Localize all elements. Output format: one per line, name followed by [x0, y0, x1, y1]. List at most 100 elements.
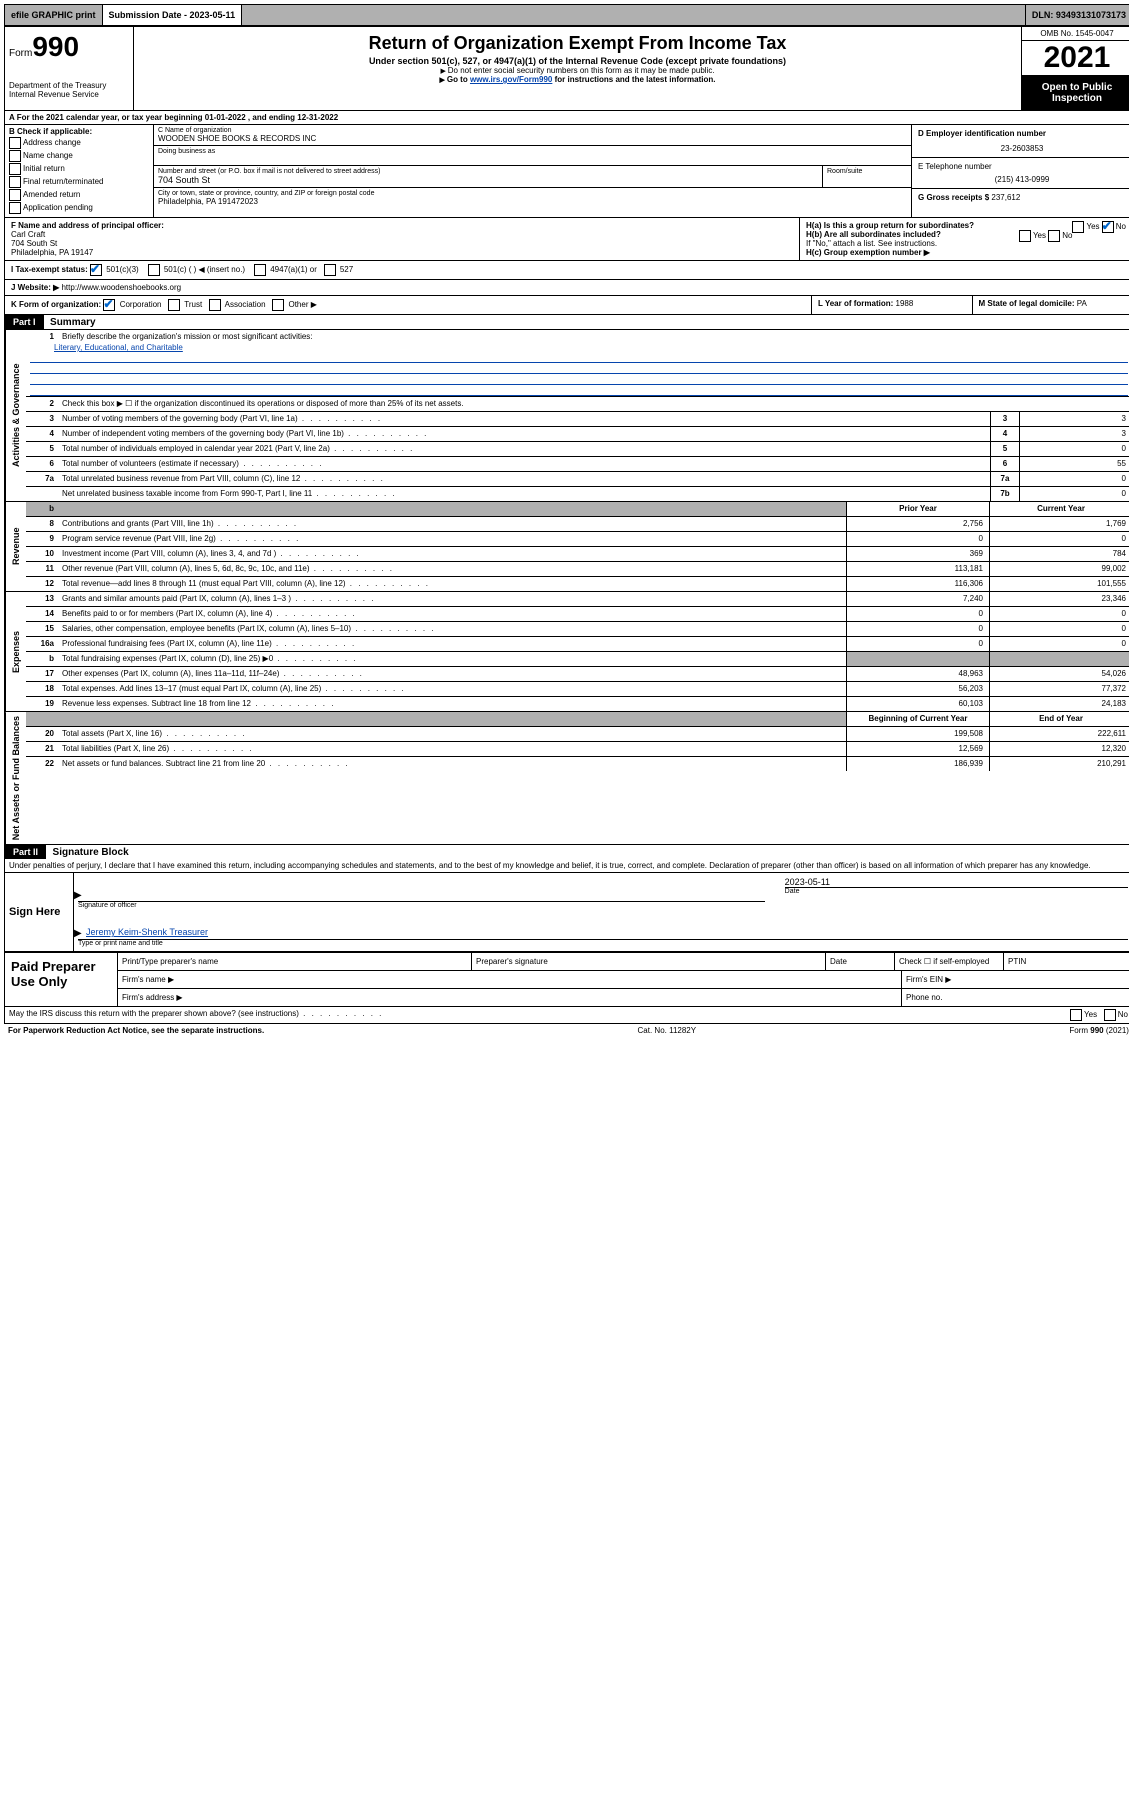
goto-pre: Go to — [447, 75, 470, 84]
hb-no-cb[interactable] — [1048, 230, 1060, 242]
curr-val: 23,346 — [989, 592, 1129, 606]
mission-line — [30, 374, 1128, 385]
curr-val: 77,372 — [989, 682, 1129, 696]
form-ref: Form 990 (2021) — [1069, 1026, 1129, 1035]
box-h: H(a) Is this a group return for subordin… — [800, 218, 1129, 260]
form-990: 990 — [32, 31, 79, 62]
line-text: Other expenses (Part IX, column (A), lin… — [58, 667, 846, 681]
line-val: 3 — [1019, 427, 1129, 441]
form-number: Form990 — [9, 31, 129, 63]
curr-val: 12,320 — [989, 742, 1129, 756]
k-assoc-cb[interactable] — [209, 299, 221, 311]
line-box: 4 — [990, 427, 1019, 441]
rev-section: Revenue b Prior Year Current Year 8 Cont… — [5, 502, 1129, 592]
omb-number: OMB No. 1545-0047 — [1022, 27, 1129, 41]
line-num: b — [26, 652, 58, 666]
i-label: I Tax-exempt status: — [11, 265, 88, 274]
discuss-yes-cb[interactable] — [1070, 1009, 1082, 1021]
prior-val: 369 — [846, 547, 989, 561]
curr-val: 0 — [989, 637, 1129, 651]
summary-line: 3 Number of voting members of the govern… — [26, 412, 1129, 427]
line-val: 0 — [1019, 442, 1129, 456]
k-corp-cb[interactable] — [103, 299, 115, 311]
check-self[interactable]: Check ☐ if self-employed — [895, 953, 1004, 970]
efile-label[interactable]: efile GRAPHIC print — [5, 5, 103, 25]
cb-final[interactable]: Final return/terminated — [9, 176, 149, 188]
paid-preparer: Paid Preparer Use Only Print/Type prepar… — [5, 952, 1129, 1006]
curr-val: 0 — [989, 532, 1129, 546]
sig-officer-line[interactable]: ▶ — [78, 879, 765, 902]
mission-line — [30, 352, 1128, 363]
vert-net: Net Assets or Fund Balances — [5, 712, 26, 844]
hb-yes-cb[interactable] — [1019, 230, 1031, 242]
org-name-row: C Name of organization WOODEN SHOE BOOKS… — [154, 125, 911, 146]
form-container: Form990 Department of the Treasury Inter… — [4, 26, 1129, 1024]
hb-label: H(b) Are all subordinates included? — [806, 230, 941, 239]
discuss-no-cb[interactable] — [1104, 1009, 1116, 1021]
i-501c-cb[interactable] — [148, 264, 160, 276]
line-num: 18 — [26, 682, 58, 696]
form-label: Form — [9, 48, 32, 59]
line2: 2 Check this box ▶ ☐ if the organization… — [26, 397, 1129, 412]
curr-val: 210,291 — [989, 757, 1129, 771]
curr-val: 54,026 — [989, 667, 1129, 681]
summary-line: 10 Investment income (Part VIII, column … — [26, 547, 1129, 562]
box-k: K Form of organization: Corporation Trus… — [5, 296, 812, 314]
i-527-cb[interactable] — [324, 264, 336, 276]
ha-yes-cb[interactable] — [1072, 221, 1084, 233]
form-title: Return of Organization Exempt From Incom… — [138, 33, 1017, 54]
line-num: 15 — [26, 622, 58, 636]
cb-amended[interactable]: Amended return — [9, 189, 149, 201]
part2-badge: Part II — [5, 845, 46, 859]
i-4947-cb[interactable] — [254, 264, 266, 276]
declare-text: Under penalties of perjury, I declare th… — [5, 859, 1129, 873]
box-f: F Name and address of principal officer:… — [5, 218, 800, 260]
summary-line: 8 Contributions and grants (Part VIII, l… — [26, 517, 1129, 532]
cb-pending[interactable]: Application pending — [9, 202, 149, 214]
dba-label: Doing business as — [158, 148, 907, 155]
prior-val: 60,103 — [846, 697, 989, 711]
line-num: 16a — [26, 637, 58, 651]
part2-title: Signature Block — [53, 847, 129, 858]
ha-row: H(a) Is this a group return for subordin… — [806, 221, 1126, 230]
arrow-icon: ▶ — [74, 928, 82, 939]
summary-line: 22 Net assets or fund balances. Subtract… — [26, 757, 1129, 771]
sig-officer-lbl: Signature of officer — [78, 902, 765, 909]
line-text: Total assets (Part X, line 16) — [58, 727, 846, 741]
gross-val: 237,612 — [991, 193, 1020, 202]
ha-no-cb[interactable] — [1102, 221, 1114, 233]
part1-title: Summary — [50, 317, 96, 328]
k-trust-cb[interactable] — [168, 299, 180, 311]
firm-name: Firm's name ▶ — [118, 971, 902, 988]
prep-date: Date — [826, 953, 895, 970]
bottom-footer: For Paperwork Reduction Act Notice, see … — [4, 1024, 1129, 1037]
line-text: Total expenses. Add lines 13–17 (must eq… — [58, 682, 846, 696]
date-lbl: Date — [785, 887, 1128, 895]
name-label: C Name of organization — [158, 127, 907, 134]
ptin: PTIN — [1004, 953, 1129, 970]
box-j: J Website: ▶ http://www.woodenshoebooks.… — [5, 280, 1129, 295]
exp-body: 13 Grants and similar amounts paid (Part… — [26, 592, 1129, 711]
net-header: Beginning of Current Year End of Year — [26, 712, 1129, 727]
i-501c3-cb[interactable] — [90, 264, 102, 276]
header-left: Form990 Department of the Treasury Inter… — [5, 27, 134, 110]
officer-name-block: ▶ Jeremy Keim-Shenk Treasurer Type or pr… — [78, 917, 1128, 947]
line-text: Program service revenue (Part VIII, line… — [58, 532, 846, 546]
sig-date-block: 2023-05-11 Date — [785, 877, 1128, 909]
curr-val: 222,611 — [989, 727, 1129, 741]
paid-grid: Print/Type preparer's name Preparer's si… — [118, 953, 1129, 1006]
rev-body: b Prior Year Current Year 8 Contribution… — [26, 502, 1129, 591]
k-other-cb[interactable] — [272, 299, 284, 311]
prior-val: 113,181 — [846, 562, 989, 576]
k-label: K Form of organization: — [11, 300, 101, 309]
line-text: Total number of volunteers (estimate if … — [58, 457, 990, 471]
cb-address[interactable]: Address change — [9, 137, 149, 149]
cb-name[interactable]: Name change — [9, 150, 149, 162]
sign-here-row: Sign Here ▶ Signature of officer 2023-05… — [5, 873, 1129, 952]
irs-link[interactable]: www.irs.gov/Form990 — [470, 75, 552, 84]
part1-header-row: Part I Summary — [5, 315, 1129, 330]
gov-body: 1 Briefly describe the organization's mi… — [26, 330, 1129, 501]
summary-line: 18 Total expenses. Add lines 13–17 (must… — [26, 682, 1129, 697]
line-num: 3 — [26, 412, 58, 426]
cb-initial[interactable]: Initial return — [9, 163, 149, 175]
